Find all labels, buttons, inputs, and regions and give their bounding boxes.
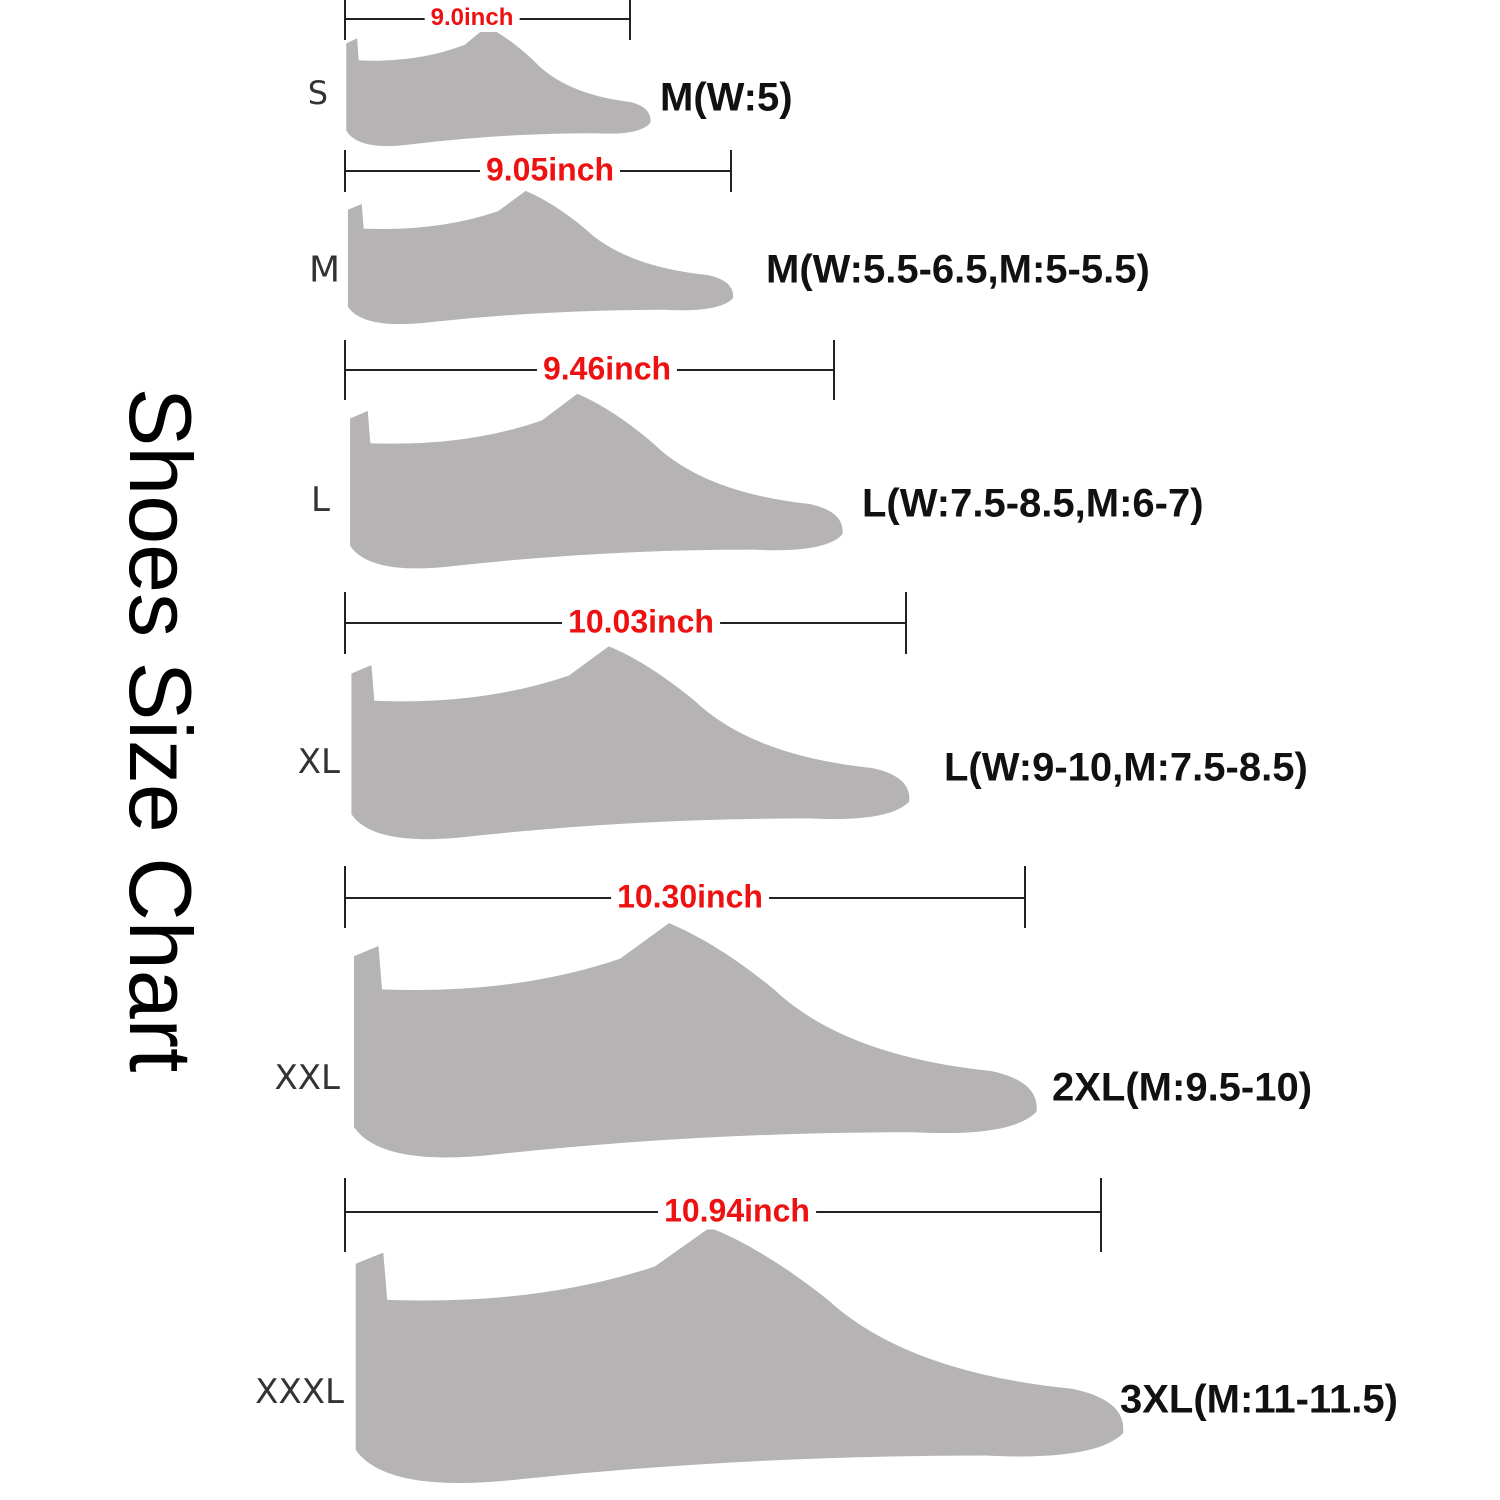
shoe-silhouette [350, 393, 843, 569]
measure-label: 10.30inch [611, 878, 769, 916]
size-fit: M(W:5.5-6.5,M:5-5.5) [766, 247, 1150, 292]
measure-label: 9.0inch [424, 4, 520, 32]
size-code: S [307, 74, 328, 112]
measure-label: 9.46inch [536, 350, 678, 388]
size-code: XXXL [255, 1372, 344, 1412]
shoe-silhouette [347, 190, 734, 325]
shoe-silhouette [355, 1227, 1124, 1484]
measure-tick-left [344, 0, 346, 40]
size-code: L [311, 480, 330, 520]
measure-tick-right [1100, 1178, 1102, 1252]
shoe-silhouette [354, 923, 1037, 1158]
size-fit: M(W:5) [660, 75, 793, 120]
measure-tick-right [629, 0, 631, 40]
size-code: M [308, 249, 340, 291]
measure-label: 10.94inch [658, 1192, 816, 1230]
measure-label: 9.05inch [479, 151, 621, 189]
size-fit: L(W:9-10,M:7.5-8.5) [944, 745, 1308, 790]
size-code: XXL [274, 1058, 340, 1098]
chart-title: Shoes Size Chart [111, 387, 210, 1073]
measure-tick-left [344, 1178, 346, 1252]
size-fit: L(W:7.5-8.5,M:6-7) [862, 481, 1204, 526]
size-fit: 3XL(M:11-11.5) [1120, 1377, 1398, 1422]
size-code: XL [297, 742, 340, 782]
shoe-silhouette [351, 646, 910, 840]
measure-label: 10.03inch [562, 603, 720, 641]
shoe-silhouette [346, 26, 651, 147]
size-fit: 2XL(M:9.5-10) [1052, 1065, 1313, 1110]
